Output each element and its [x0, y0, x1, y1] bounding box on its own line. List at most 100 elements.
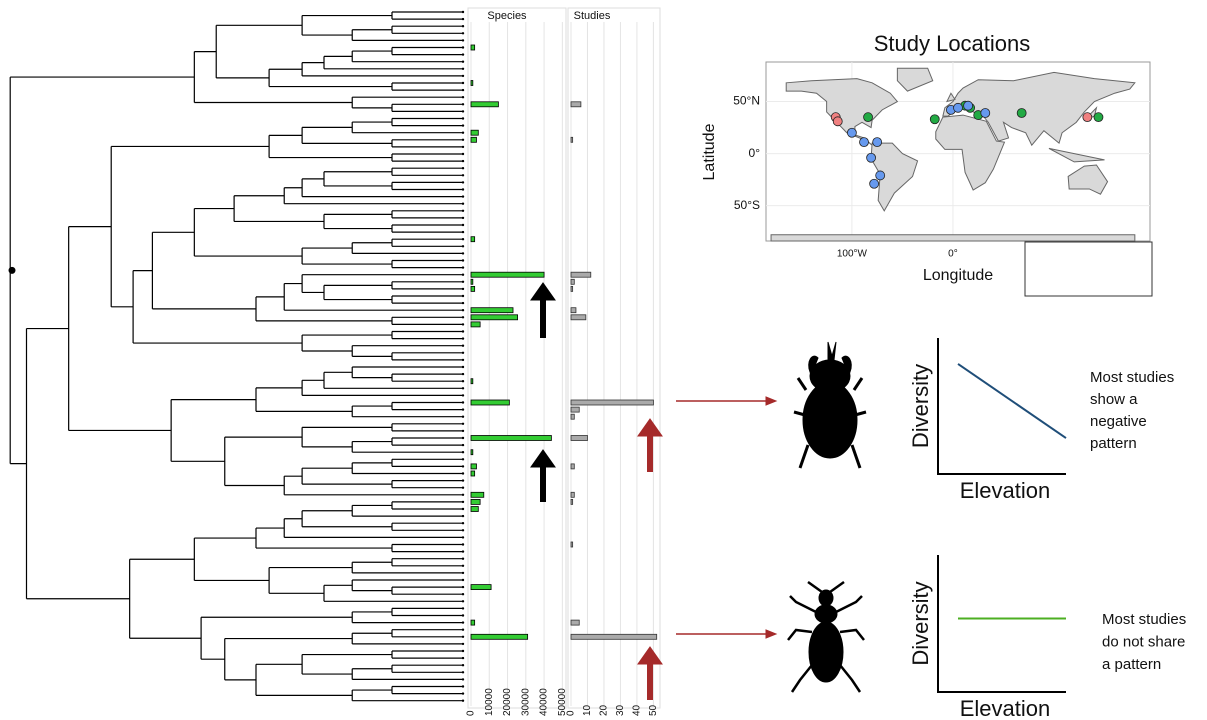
black-arrow — [530, 282, 556, 502]
y-tick-label: 50°N — [733, 94, 760, 108]
tree-tip — [461, 202, 465, 205]
annotation: show a — [1090, 391, 1138, 408]
tree-tip — [461, 309, 465, 312]
tree-tip — [461, 301, 465, 305]
bar — [570, 278, 575, 285]
tree-tip — [461, 344, 465, 347]
tree-tip — [461, 507, 465, 511]
x-tick-label: 50 — [648, 704, 659, 716]
land — [896, 67, 934, 92]
x-tick-label: 20 — [599, 704, 610, 716]
tree-tip — [461, 649, 465, 653]
tree-tip — [461, 380, 465, 383]
tree-tip — [461, 209, 465, 212]
tree-tip — [461, 53, 465, 56]
map-point — [872, 137, 883, 148]
bar — [570, 463, 575, 470]
x-tick-label: 0 — [566, 710, 577, 716]
map-point — [953, 102, 963, 113]
tree-tip — [461, 685, 465, 688]
tree-tip — [461, 294, 465, 298]
tree-tip — [461, 522, 465, 525]
legend-box — [1024, 241, 1153, 297]
tree-tip — [461, 81, 465, 85]
tree-tip — [461, 174, 465, 177]
bar — [570, 498, 574, 505]
tree-tip — [461, 159, 465, 163]
tree-tip — [461, 564, 465, 567]
tree-tip — [461, 451, 465, 454]
arrows — [530, 282, 778, 700]
y-tick-label: 50°S — [734, 198, 760, 212]
map-point — [980, 108, 991, 118]
tree-tip — [461, 46, 465, 49]
y-axis-label: Latitude — [701, 123, 718, 180]
tree-tip — [461, 17, 465, 21]
tree-tip — [461, 266, 465, 269]
tree-tip — [461, 529, 465, 532]
bar — [570, 271, 592, 278]
bar — [570, 307, 577, 314]
tree-tip — [461, 394, 465, 397]
tree-tip — [461, 32, 465, 35]
bar — [470, 236, 476, 243]
tree-tip — [461, 671, 465, 674]
tree-tip — [461, 415, 465, 418]
x-tick-label: 20000 — [502, 688, 513, 716]
bar — [570, 541, 574, 548]
bar — [470, 491, 485, 498]
bar — [470, 378, 474, 385]
x-tick-label: 50000 — [557, 688, 568, 716]
y-axis-label: Diversity — [908, 364, 933, 448]
tree-tip — [461, 635, 465, 638]
annotation: a pattern — [1102, 656, 1161, 673]
land — [945, 92, 956, 103]
bar — [570, 619, 580, 626]
tree-tip — [461, 252, 465, 255]
tree-tip — [461, 245, 465, 248]
tree-root — [8, 266, 16, 274]
tree-tip — [461, 493, 465, 496]
x-tick-label: 30 — [615, 704, 626, 716]
tree-tip — [461, 103, 465, 106]
bar — [470, 80, 474, 86]
axis — [937, 555, 1066, 693]
tree-tip — [461, 408, 465, 411]
tree-tip — [461, 593, 465, 596]
annotation: do not share — [1102, 633, 1185, 650]
bar — [470, 136, 477, 143]
x-tick-label: 40000 — [539, 688, 550, 716]
annotation: negative — [1090, 413, 1147, 430]
tree-tip — [461, 67, 465, 71]
tree-tip — [461, 131, 465, 134]
bar — [470, 307, 514, 314]
map-point — [866, 152, 876, 163]
tree-tip — [461, 465, 465, 468]
map-point — [859, 137, 869, 148]
bar — [570, 491, 575, 498]
annotation: Most studies — [1102, 611, 1186, 628]
bar — [570, 406, 580, 413]
bar — [470, 314, 518, 321]
map-point — [1016, 108, 1027, 118]
tree-tip — [461, 514, 465, 518]
annotation: pattern — [1090, 435, 1137, 452]
tree-tip — [461, 692, 465, 695]
tree-tip — [461, 429, 465, 433]
tree-tip — [461, 600, 465, 603]
trend-line — [957, 363, 1067, 439]
tree-tip — [461, 422, 465, 425]
map-point — [1093, 112, 1104, 123]
tree-tip — [461, 138, 465, 141]
bar — [470, 101, 499, 108]
bar — [470, 584, 492, 590]
bar — [470, 278, 474, 285]
map-point — [929, 114, 940, 125]
tree-tip — [461, 145, 465, 149]
ground-beetle — [787, 580, 865, 693]
axis — [937, 338, 1066, 475]
map-point — [875, 170, 886, 181]
x-tick-label: 40 — [632, 704, 643, 716]
tree-tip — [461, 372, 465, 376]
